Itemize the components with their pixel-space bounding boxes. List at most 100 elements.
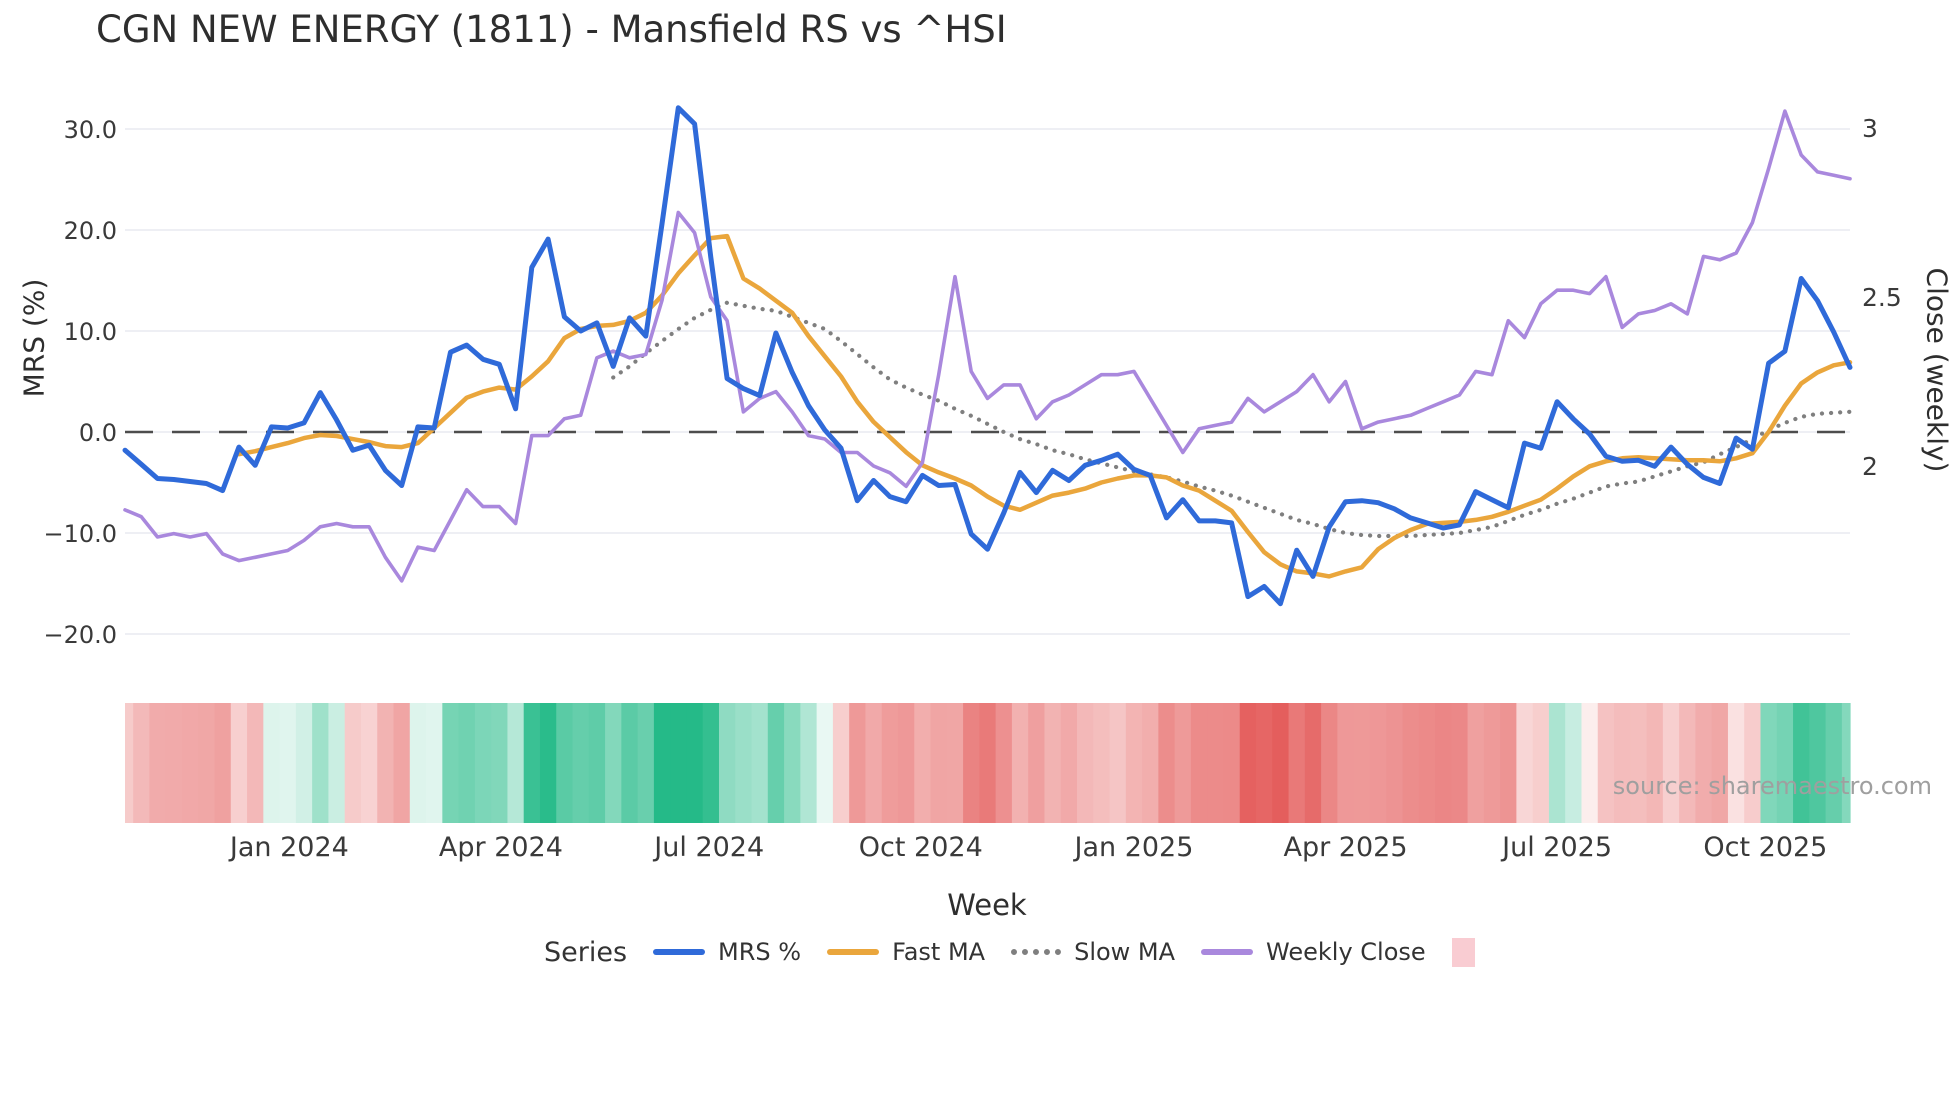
x-axis-label: Week — [947, 888, 1027, 922]
heatmap-cell — [1662, 703, 1680, 823]
chart-legend: Series MRS % Fast MA Slow MA Weekly Close — [544, 926, 1475, 978]
x-tick-label: Jan 2024 — [228, 832, 349, 863]
heatmap-swatch-icon — [1451, 937, 1475, 967]
heatmap-cell — [849, 703, 867, 823]
heatmap-cell — [1011, 703, 1029, 823]
heatmap-cell — [1630, 703, 1648, 823]
heatmap-cell — [1369, 703, 1387, 823]
y-left-tick-label: 10.0 — [64, 318, 117, 346]
heatmap-cell — [1483, 703, 1501, 823]
heatmap-cell — [784, 703, 801, 823]
x-tick-label: Jul 2025 — [1500, 832, 1612, 863]
heatmap-cell — [979, 703, 997, 823]
legend-swatch-icon — [827, 949, 880, 955]
heatmap-cell — [1744, 703, 1762, 823]
heatmap-cell — [1532, 703, 1550, 823]
heatmap-cell — [1793, 703, 1810, 823]
heatmap-cell — [914, 703, 932, 823]
heatmap-cell — [1256, 703, 1273, 823]
x-tick-label: Oct 2025 — [1703, 832, 1827, 863]
heatmap-cell — [1614, 703, 1631, 823]
heatmap-cell — [1451, 703, 1469, 823]
heatmap-cell — [1581, 703, 1599, 823]
heatmap-cell — [328, 703, 346, 823]
heatmap-cell — [442, 703, 460, 823]
y-left-tick-label: 20.0 — [64, 217, 117, 245]
heatmap-cell — [1760, 703, 1778, 823]
heatmap-cell — [279, 703, 297, 823]
heatmap-cell — [1548, 703, 1566, 823]
legend-item-weekly-close[interactable]: Weekly Close — [1201, 938, 1426, 966]
heatmap-cell — [1272, 703, 1290, 823]
heatmap-cell — [930, 703, 948, 823]
heatmap-cell — [426, 703, 443, 823]
heatmap-cell — [588, 703, 606, 823]
y-right-tick-label: 2.5 — [1862, 283, 1902, 312]
legend-item-fast-ma[interactable]: Fast MA — [827, 938, 985, 966]
heatmap-cell — [360, 703, 378, 823]
heatmap-cell — [1190, 703, 1208, 823]
heatmap-cell — [946, 703, 964, 823]
heatmap-cell — [1679, 703, 1697, 823]
y-right-tick-label: 3 — [1862, 114, 1878, 143]
x-tick-label: Jan 2025 — [1073, 832, 1194, 863]
legend-item-label: Weekly Close — [1266, 938, 1426, 966]
heatmap-cell — [670, 703, 688, 823]
chart-title: CGN NEW ENERGY (1811) - Mansfield RS vs … — [96, 8, 1007, 51]
legend-item-mrs-[interactable]: MRS % — [653, 938, 801, 966]
legend-item-slow-ma[interactable]: Slow MA — [1011, 938, 1175, 966]
heatmap-cell — [1239, 703, 1257, 823]
heatmap-cell — [1207, 703, 1225, 823]
heatmap-cell — [377, 703, 395, 823]
y-left-tick-label: −10.0 — [43, 520, 117, 548]
heatmap-cell — [1337, 703, 1355, 823]
heatmap-cell — [751, 703, 769, 823]
heatmap-cell — [214, 703, 232, 823]
heatmap-cell — [165, 703, 183, 823]
heatmap-cell — [686, 703, 704, 823]
legend-item-label: Fast MA — [892, 938, 986, 966]
heatmap-cell — [637, 703, 655, 823]
heatmap-cell — [718, 703, 736, 823]
heatmap-cell — [1711, 703, 1729, 823]
x-tick-label: Jul 2024 — [652, 832, 764, 863]
legend-swatch-icon — [653, 949, 706, 955]
heatmap-cell — [507, 703, 525, 823]
x-tick-label: Apr 2025 — [1284, 832, 1408, 863]
legend-item-heatmap[interactable] — [1451, 937, 1475, 967]
heatmap-cell — [735, 703, 753, 823]
heatmap-cell — [1353, 703, 1371, 823]
heatmap-cell — [1077, 703, 1094, 823]
heatmap-cell — [897, 703, 915, 823]
legend-item-label: Slow MA — [1074, 938, 1176, 966]
heatmap-cell — [653, 703, 671, 823]
heatmap-cell — [1158, 703, 1176, 823]
heatmap-cell — [702, 703, 720, 823]
heatmap-cell — [1386, 703, 1404, 823]
heatmap-cell — [1727, 703, 1745, 823]
heatmap-cell — [865, 703, 883, 823]
heatmap-cell — [832, 703, 850, 823]
heatmap-cell — [1597, 703, 1615, 823]
y-left-tick-label: −20.0 — [43, 621, 117, 649]
heatmap-cell — [181, 703, 199, 823]
heatmap-cell — [1288, 703, 1306, 823]
heatmap-cell — [556, 703, 574, 823]
heatmap-cell — [1093, 703, 1111, 823]
heatmap-cell — [995, 703, 1013, 823]
heatmap-cell — [621, 703, 639, 823]
heatmap-cell — [881, 703, 899, 823]
heatmap-cell — [1565, 703, 1583, 823]
legend-swatch-icon — [1011, 949, 1062, 955]
series-line-mrs- — [122, 105, 1853, 607]
heatmap-cell — [1402, 703, 1420, 823]
y-left-tick-label: 0.0 — [79, 419, 117, 447]
heatmap-cell — [1809, 703, 1827, 823]
heatmap-cell — [198, 703, 216, 823]
heatmap-cell — [605, 703, 622, 823]
heatmap-cell — [263, 703, 281, 823]
heatmap-cell — [1500, 703, 1517, 823]
heatmap-cell — [125, 703, 134, 823]
